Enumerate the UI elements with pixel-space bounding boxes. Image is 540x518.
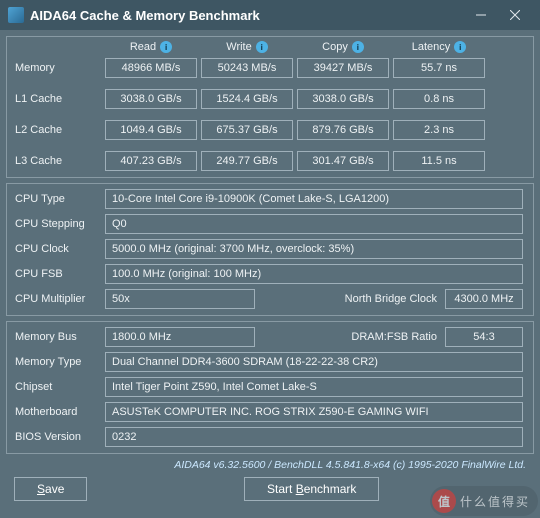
system-panel: Memory Bus 1800.0 MHz DRAM:FSB Ratio 54:… (6, 321, 534, 454)
cpu-fsb: 100.0 MHz (original: 100 MHz) (105, 264, 523, 284)
info-icon[interactable]: i (454, 41, 466, 53)
l1-row: L1 Cache 3038.0 GB/s 1524.4 GB/s 3038.0 … (15, 88, 525, 110)
info-icon[interactable]: i (160, 41, 172, 53)
l3-copy: 301.47 GB/s (297, 151, 389, 171)
bios-label: BIOS Version (15, 431, 103, 443)
l1-read: 3038.0 GB/s (105, 89, 197, 109)
l3-write: 249.77 GB/s (201, 151, 293, 171)
cpu-type: 10-Core Intel Core i9-10900K (Comet Lake… (105, 189, 523, 209)
l3-latency: 11.5 ns (393, 151, 485, 171)
info-icon[interactable]: i (352, 41, 364, 53)
mem-type: Dual Channel DDR4-3600 SDRAM (18-22-22-3… (105, 352, 523, 372)
l2-copy: 879.76 GB/s (297, 120, 389, 140)
info-icon[interactable]: i (256, 41, 268, 53)
col-write: Write (226, 41, 251, 53)
l3-label: L3 Cache (15, 155, 103, 167)
l2-label: L2 Cache (15, 124, 103, 136)
minimize-button[interactable] (464, 0, 498, 30)
cpu-panel: CPU Type 10-Core Intel Core i9-10900K (C… (6, 183, 534, 316)
benchmark-window: AIDA64 Cache & Memory Benchmark Readi Wr… (0, 0, 540, 518)
window-title: AIDA64 Cache & Memory Benchmark (30, 8, 464, 23)
cpu-mult-label: CPU Multiplier (15, 293, 103, 305)
close-icon (510, 10, 520, 20)
l1-latency: 0.8 ns (393, 89, 485, 109)
cpu-stepping: Q0 (105, 214, 523, 234)
col-copy: Copy (322, 41, 348, 53)
app-icon (8, 7, 24, 23)
benchmark-panel: Readi Writei Copyi Latencyi Memory 48966… (6, 36, 534, 178)
l2-read: 1049.4 GB/s (105, 120, 197, 140)
cpu-fsb-label: CPU FSB (15, 268, 103, 280)
memory-row: Memory 48966 MB/s 50243 MB/s 39427 MB/s … (15, 57, 525, 79)
cpu-type-label: CPU Type (15, 193, 103, 205)
mem-bus: 1800.0 MHz (105, 327, 255, 347)
chipset: Intel Tiger Point Z590, Intel Comet Lake… (105, 377, 523, 397)
memory-latency: 55.7 ns (393, 58, 485, 78)
cpu-stepping-label: CPU Stepping (15, 218, 103, 230)
l2-latency: 2.3 ns (393, 120, 485, 140)
col-read: Read (130, 41, 156, 53)
cpu-mult: 50x (105, 289, 255, 309)
memory-write: 50243 MB/s (201, 58, 293, 78)
cpu-clock-label: CPU Clock (15, 243, 103, 255)
col-latency: Latency (412, 41, 451, 53)
save-button[interactable]: Save (14, 477, 87, 501)
motherboard: ASUSTeK COMPUTER INC. ROG STRIX Z590-E G… (105, 402, 523, 422)
mem-bus-label: Memory Bus (15, 331, 103, 343)
nb-clock-label: North Bridge Clock (257, 293, 443, 305)
minimize-icon (476, 10, 486, 20)
l1-label: L1 Cache (15, 93, 103, 105)
save-label: ave (45, 482, 64, 496)
button-row: Save Start Benchmark (6, 474, 534, 507)
close-button[interactable] (498, 0, 532, 30)
memory-label: Memory (15, 62, 103, 74)
dram-ratio: 54:3 (445, 327, 523, 347)
chipset-label: Chipset (15, 381, 103, 393)
l1-copy: 3038.0 GB/s (297, 89, 389, 109)
column-headers: Readi Writei Copyi Latencyi (15, 41, 525, 53)
motherboard-label: Motherboard (15, 406, 103, 418)
memory-read: 48966 MB/s (105, 58, 197, 78)
l2-write: 675.37 GB/s (201, 120, 293, 140)
titlebar: AIDA64 Cache & Memory Benchmark (0, 0, 540, 30)
l3-row: L3 Cache 407.23 GB/s 249.77 GB/s 301.47 … (15, 150, 525, 172)
l2-row: L2 Cache 1049.4 GB/s 675.37 GB/s 879.76 … (15, 119, 525, 141)
start-benchmark-button[interactable]: Start Benchmark (244, 477, 379, 501)
dram-ratio-label: DRAM:FSB Ratio (257, 331, 443, 343)
memory-copy: 39427 MB/s (297, 58, 389, 78)
content: Readi Writei Copyi Latencyi Memory 48966… (0, 30, 540, 518)
nb-clock: 4300.0 MHz (445, 289, 523, 309)
cpu-clock: 5000.0 MHz (original: 3700 MHz, overcloc… (105, 239, 523, 259)
bios-version: 0232 (105, 427, 523, 447)
mem-type-label: Memory Type (15, 356, 103, 368)
footer-version: AIDA64 v6.32.5600 / BenchDLL 4.5.841.8-x… (6, 459, 534, 474)
l3-read: 407.23 GB/s (105, 151, 197, 171)
l1-write: 1524.4 GB/s (201, 89, 293, 109)
